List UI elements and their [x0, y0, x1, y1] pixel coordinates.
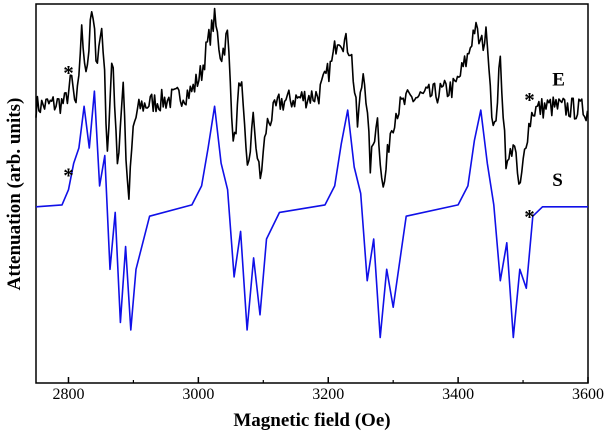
annotations: * * * * [63, 61, 535, 229]
x-axis-title: Magnetic field (Oe) [233, 410, 390, 431]
y-axis-title: Attenuation (arb. units) [4, 98, 25, 291]
x-tick-label-3200: 3200 [312, 386, 344, 403]
asterisk-annotation-1: * [63, 61, 74, 85]
series-label-E: E [552, 69, 565, 90]
plot-frame [35, 3, 589, 384]
series-labels: ES [552, 69, 565, 190]
x-axis-ticks: 2800 3000 3200 3400 3600 [52, 377, 604, 403]
asterisk-annotation-3: * [524, 88, 535, 112]
asterisk-annotation-2: * [63, 164, 74, 188]
x-tick-label-3400: 3400 [442, 386, 474, 403]
x-tick-label-3000: 3000 [182, 386, 214, 403]
x-tick-label-2800: 2800 [52, 386, 84, 403]
x-tick-label-3600: 3600 [572, 386, 604, 403]
series-layer [35, 7, 589, 339]
series-line-S [35, 90, 588, 339]
asterisk-annotation-4: * [524, 205, 535, 229]
series-line-E [35, 7, 589, 200]
series-label-S: S [552, 170, 563, 191]
